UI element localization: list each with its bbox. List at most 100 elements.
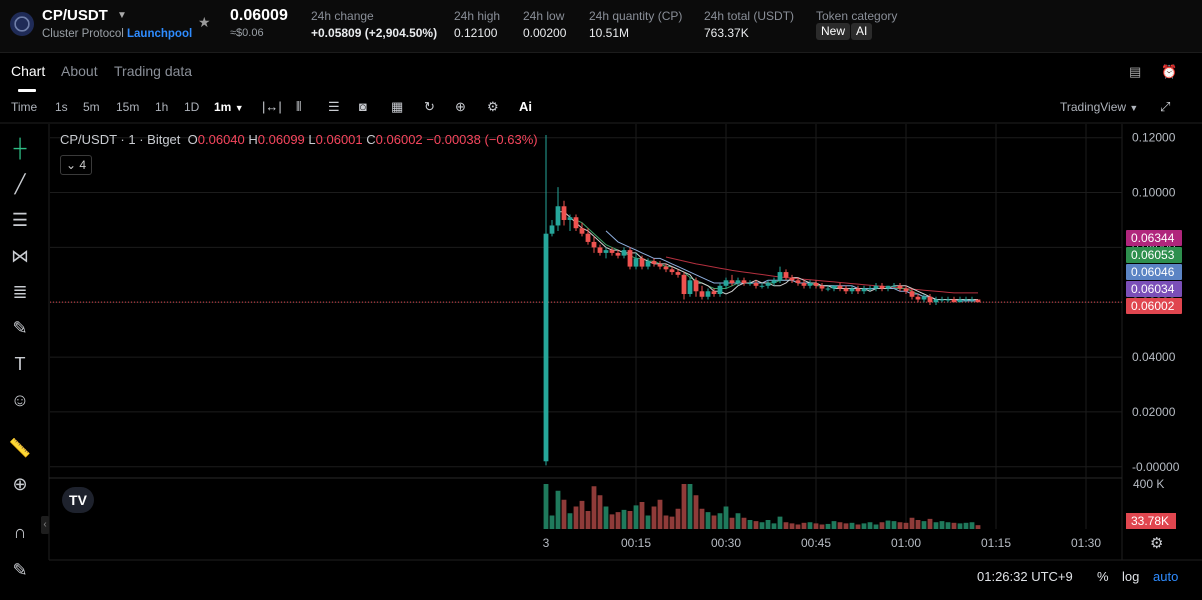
legend-low: 0.06001 xyxy=(315,132,363,147)
price-tick-label: 0.10000 xyxy=(1132,186,1176,200)
pattern-icon[interactable]: ⋈ xyxy=(11,246,29,266)
log-toggle[interactable]: log xyxy=(1122,569,1140,584)
pair-subtitle: Cluster Protocol Launchpool xyxy=(42,28,192,40)
lock-drawing-icon[interactable]: ✎ xyxy=(12,560,28,580)
calendar-icon[interactable]: ▦ xyxy=(391,99,404,114)
candle-body xyxy=(921,296,927,300)
price-tick-label: 0.04000 xyxy=(1132,350,1176,364)
clock-readout[interactable]: 01:26:32 UTC+9 xyxy=(977,569,1073,584)
interval-1s[interactable]: 1s xyxy=(55,100,68,114)
add-circle-icon[interactable]: ⊕ xyxy=(455,99,466,114)
volume-bar xyxy=(753,521,759,529)
indicators-collapse-button[interactable]: ⌄ 4 xyxy=(60,155,92,175)
volume-bar xyxy=(789,523,795,529)
volume-bar xyxy=(561,499,567,529)
chevron-down-icon: ⌄ xyxy=(65,158,77,172)
candle-body xyxy=(669,269,675,273)
ai-button[interactable]: Ai xyxy=(519,99,532,114)
stat-value-quantity: 10.51M xyxy=(589,26,630,40)
last-price: 0.06009 xyxy=(230,7,288,24)
interval-1h[interactable]: 1h xyxy=(155,100,169,114)
launchpool-link[interactable]: Launchpool xyxy=(127,28,193,40)
candle-body xyxy=(591,241,597,248)
alert-bell-icon[interactable]: ⏰ xyxy=(1161,64,1178,79)
tradingview-logo[interactable]: TV xyxy=(62,487,94,513)
interval-15m[interactable]: 15m xyxy=(116,100,140,114)
favorite-star-icon[interactable]: ★ xyxy=(198,14,211,30)
candle-body xyxy=(795,280,801,284)
time-tick-label: 01:00 xyxy=(891,536,921,550)
volume-bar xyxy=(891,521,897,529)
collapse-toolbar-handle[interactable]: ‹ xyxy=(41,516,49,534)
volume-current-box xyxy=(1126,513,1176,529)
indicators-icon[interactable]: ☰ xyxy=(328,99,340,114)
tab-trading-data[interactable]: Trading data xyxy=(114,63,193,79)
candle-body xyxy=(867,288,873,290)
replay-icon[interactable]: ↻ xyxy=(424,99,435,114)
settings-gear-icon[interactable]: ⚙ xyxy=(1150,535,1164,552)
fibonacci-icon[interactable]: ≣ xyxy=(12,282,28,302)
volume-bar xyxy=(675,508,681,529)
volume-bar xyxy=(927,518,933,529)
price-tag-box xyxy=(1126,230,1182,246)
camera-icon[interactable]: ◙ xyxy=(359,99,367,114)
candle-body xyxy=(555,206,561,226)
candle-body xyxy=(897,285,903,289)
horizontal-lines-icon[interactable]: ☰ xyxy=(11,210,29,230)
percent-toggle[interactable]: % xyxy=(1097,569,1109,584)
volume-bar xyxy=(807,522,813,529)
volume-bar xyxy=(765,520,771,529)
chevron-down-icon[interactable]: ▼ xyxy=(117,10,127,21)
candle-body xyxy=(681,274,687,295)
compare-icon[interactable]: |↔| xyxy=(262,99,282,114)
auto-scale-toggle[interactable]: auto xyxy=(1153,569,1179,584)
pair-title[interactable]: CP/USDT xyxy=(42,7,108,24)
volume-bar xyxy=(579,500,585,529)
volume-bar xyxy=(543,484,549,529)
interval-1d[interactable]: 1D xyxy=(184,100,200,114)
emoji-icon[interactable]: ☺ xyxy=(10,390,30,410)
tradingview-selector[interactable]: TradingView ▼ xyxy=(1060,100,1138,114)
candle-body xyxy=(951,299,957,303)
candle-body xyxy=(693,280,699,292)
candle-type-icon[interactable]: ⫴ xyxy=(296,99,302,114)
stat-label-quantity: 24h quantity (CP) xyxy=(589,9,683,23)
candle-body xyxy=(711,291,717,295)
volume-bar xyxy=(567,513,573,529)
time-tick-label: 00:30 xyxy=(711,536,741,550)
volume-bar xyxy=(591,486,597,529)
magnet-icon[interactable]: ∩ xyxy=(13,522,27,542)
tab-active-indicator xyxy=(18,89,36,92)
price-tag-label: 0.06002 xyxy=(1131,299,1175,313)
candle-body xyxy=(621,250,627,256)
volume-bar xyxy=(825,523,831,529)
volume-bar xyxy=(687,484,693,529)
tab-about[interactable]: About xyxy=(61,63,98,79)
price-tag-label: 0.06046 xyxy=(1131,265,1175,279)
candle-body xyxy=(813,283,819,286)
fullscreen-icon[interactable]: ⤢ xyxy=(1160,99,1171,114)
tag-ai[interactable]: AI xyxy=(851,23,873,40)
brush-icon[interactable]: ✎ xyxy=(12,318,28,338)
interval-5m[interactable]: 5m xyxy=(83,100,100,114)
ruler-icon[interactable]: 📏 xyxy=(8,438,32,458)
volume-bar xyxy=(969,522,975,529)
gear-icon[interactable]: ⚙ xyxy=(487,99,499,114)
moving-average-line xyxy=(665,256,978,294)
price-tag-box xyxy=(1126,264,1182,280)
text-icon[interactable]: T xyxy=(14,354,26,374)
candle-body xyxy=(915,296,921,300)
legend-low-label: L xyxy=(308,132,316,147)
clipboard-icon[interactable]: ▤ xyxy=(1129,64,1142,79)
interval-1m-selected[interactable]: 1m ▼ xyxy=(214,100,244,114)
volume-bar xyxy=(705,512,711,529)
crosshair-icon[interactable]: ┼ xyxy=(13,138,27,158)
price-tag-label: 0.06053 xyxy=(1131,248,1175,262)
tab-chart[interactable]: Chart xyxy=(11,63,46,79)
time-label[interactable]: Time xyxy=(11,100,38,114)
time-tick-label: 01:15 xyxy=(981,536,1011,550)
trend-line-icon[interactable]: ╱ xyxy=(14,174,26,194)
tag-new[interactable]: New xyxy=(816,23,851,40)
zoom-in-icon[interactable]: ⊕ xyxy=(12,474,28,494)
